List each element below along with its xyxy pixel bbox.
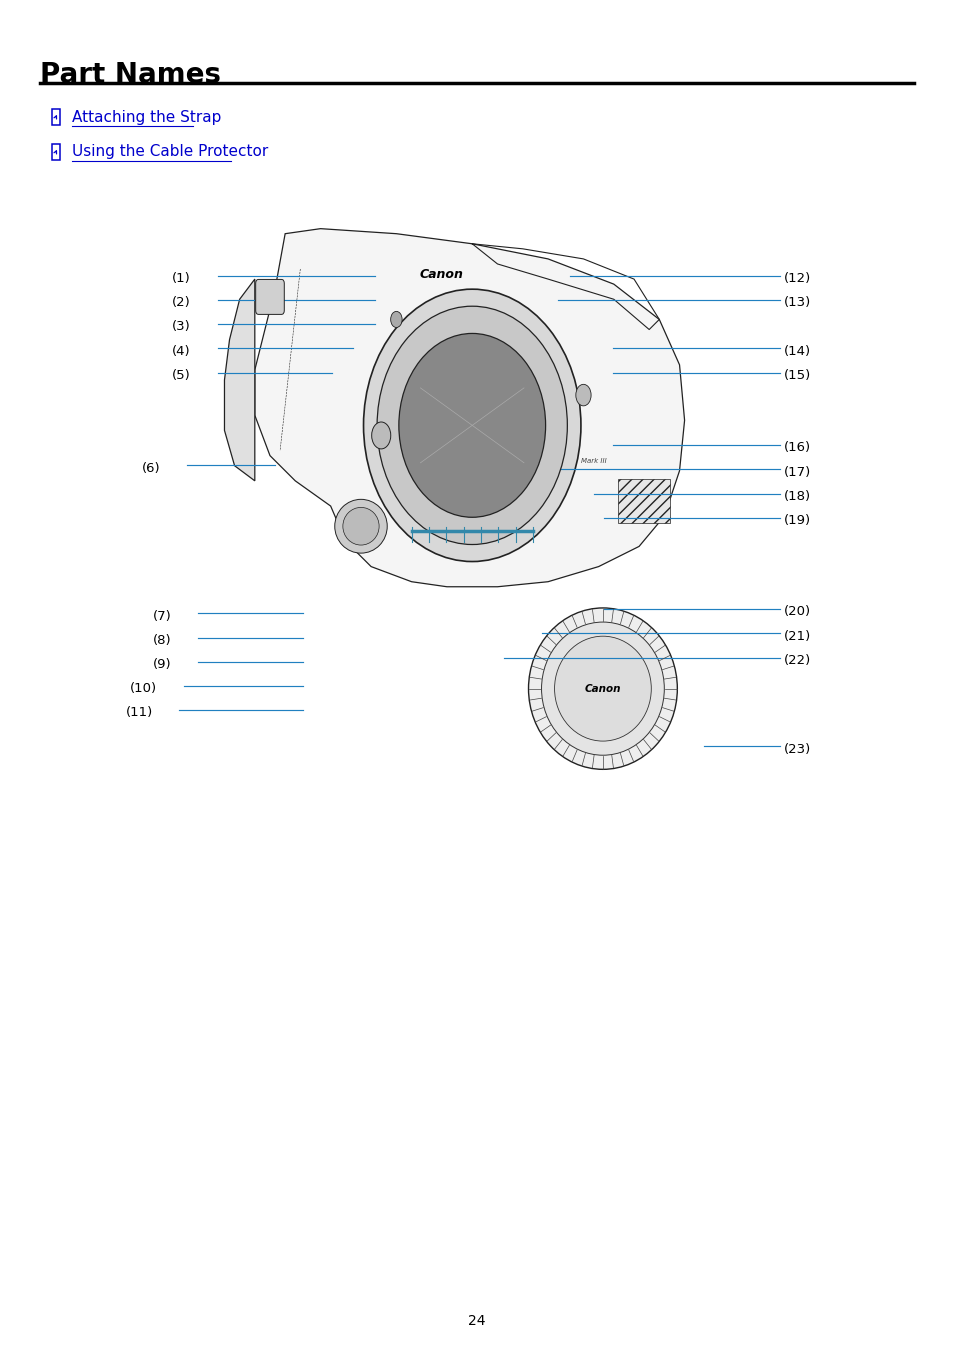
Text: Canon: Canon [419, 268, 463, 281]
Text: Part Names: Part Names [40, 61, 221, 89]
Ellipse shape [363, 289, 580, 562]
Text: (11): (11) [125, 706, 152, 720]
Text: Attaching the Strap: Attaching the Strap [71, 109, 221, 125]
Text: (13): (13) [783, 296, 811, 309]
Text: (20): (20) [783, 605, 810, 619]
Circle shape [576, 385, 591, 406]
Text: Canon: Canon [584, 683, 620, 694]
Text: Mark III: Mark III [580, 457, 606, 464]
Text: (3): (3) [172, 320, 191, 334]
Text: (1): (1) [172, 272, 191, 285]
Ellipse shape [342, 507, 378, 545]
Text: (6): (6) [141, 461, 160, 475]
Text: (19): (19) [783, 514, 810, 527]
Text: (4): (4) [172, 344, 191, 358]
Text: (2): (2) [172, 296, 191, 309]
Text: (21): (21) [783, 629, 811, 643]
Circle shape [372, 422, 391, 449]
Text: (7): (7) [152, 609, 172, 623]
Ellipse shape [554, 636, 651, 741]
Text: Using the Cable Protector: Using the Cable Protector [71, 144, 268, 160]
Text: 24: 24 [468, 1314, 485, 1328]
FancyBboxPatch shape [618, 480, 670, 522]
Text: (5): (5) [172, 369, 191, 382]
Text: (12): (12) [783, 272, 811, 285]
Ellipse shape [541, 621, 663, 756]
Text: (9): (9) [152, 658, 172, 671]
Text: (16): (16) [783, 441, 810, 455]
FancyBboxPatch shape [52, 109, 60, 125]
Text: (17): (17) [783, 465, 811, 479]
Text: (18): (18) [783, 490, 810, 503]
Text: (8): (8) [152, 633, 172, 647]
Text: (23): (23) [783, 742, 811, 756]
Polygon shape [254, 229, 684, 586]
Ellipse shape [528, 608, 677, 769]
Text: (22): (22) [783, 654, 811, 667]
Ellipse shape [335, 499, 387, 553]
FancyBboxPatch shape [52, 144, 60, 160]
Polygon shape [224, 280, 254, 482]
FancyBboxPatch shape [255, 280, 284, 315]
Ellipse shape [376, 307, 567, 545]
Ellipse shape [398, 334, 545, 518]
Text: (10): (10) [131, 682, 157, 695]
Text: (15): (15) [783, 369, 811, 382]
Circle shape [391, 312, 401, 328]
Text: (14): (14) [783, 344, 810, 358]
